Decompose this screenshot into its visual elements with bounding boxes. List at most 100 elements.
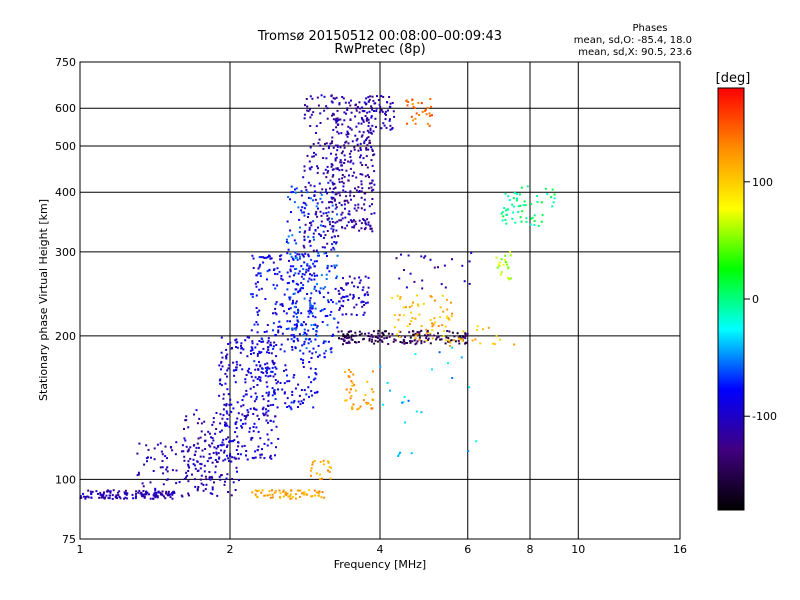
data-point — [246, 458, 249, 461]
data-point — [235, 421, 238, 424]
data-point — [372, 130, 375, 133]
data-point — [258, 340, 261, 342]
data-point — [313, 151, 315, 154]
data-point — [242, 348, 245, 351]
data-point — [317, 167, 319, 170]
data-point — [332, 196, 335, 199]
data-point — [353, 224, 356, 227]
data-point — [363, 110, 366, 112]
data-point — [274, 303, 277, 306]
data-point — [364, 226, 367, 229]
data-point — [220, 368, 222, 371]
data-point — [247, 371, 250, 374]
data-point — [330, 265, 333, 268]
data-point — [256, 414, 259, 417]
data-point — [443, 329, 445, 332]
data-point — [320, 496, 323, 499]
chart-subtitle: RwPretec (8p) — [334, 42, 425, 57]
data-point — [314, 338, 317, 341]
data-point — [303, 113, 306, 116]
data-point — [298, 394, 301, 397]
data-point — [334, 287, 337, 290]
data-point — [302, 334, 305, 336]
data-point — [235, 457, 238, 460]
data-point — [406, 104, 409, 107]
data-point — [413, 280, 416, 283]
data-point — [349, 388, 352, 391]
data-point — [350, 338, 353, 341]
data-point — [393, 115, 396, 118]
data-point — [378, 111, 381, 114]
data-point — [513, 192, 516, 194]
data-point — [165, 492, 167, 495]
data-point — [350, 220, 353, 223]
data-point — [366, 218, 369, 221]
data-point — [218, 456, 221, 459]
data-point — [415, 342, 418, 345]
data-point — [342, 189, 345, 192]
data-point — [347, 331, 350, 333]
data-point — [377, 99, 380, 101]
data-point — [203, 470, 206, 473]
data-point — [187, 460, 190, 463]
data-point — [265, 256, 268, 259]
data-point — [164, 497, 167, 500]
data-point — [320, 94, 323, 97]
data-point — [135, 492, 137, 495]
data-point — [266, 494, 269, 497]
data-point — [330, 248, 333, 251]
data-point — [291, 257, 294, 260]
data-point — [306, 154, 309, 157]
data-point — [326, 214, 329, 217]
data-point — [272, 347, 275, 350]
data-point — [269, 496, 272, 499]
data-point — [344, 227, 347, 230]
data-point — [305, 393, 308, 396]
data-point — [342, 300, 345, 303]
data-point — [219, 430, 222, 433]
data-point — [274, 307, 277, 310]
data-point — [311, 394, 314, 397]
data-point — [283, 369, 285, 372]
data-point — [315, 205, 318, 208]
data-point — [372, 188, 375, 191]
data-point — [338, 300, 341, 303]
data-point — [414, 122, 417, 125]
data-point — [290, 489, 293, 492]
data-point — [289, 268, 292, 271]
data-point — [255, 398, 258, 401]
data-point — [363, 208, 366, 211]
data-point — [416, 331, 419, 334]
data-point — [212, 417, 215, 420]
data-point — [352, 226, 355, 229]
data-point — [385, 126, 388, 129]
data-point — [300, 190, 303, 193]
data-point — [290, 408, 293, 411]
data-point — [237, 412, 240, 415]
data-point — [362, 399, 365, 402]
data-point — [304, 186, 307, 189]
data-point — [316, 171, 319, 174]
data-point — [517, 205, 520, 208]
data-point — [209, 478, 212, 481]
data-point — [509, 254, 512, 257]
data-point — [365, 147, 368, 149]
data-point — [312, 315, 315, 318]
data-point — [335, 117, 338, 120]
data-point — [213, 446, 216, 449]
data-point — [286, 320, 289, 323]
data-point — [449, 345, 451, 347]
data-point — [358, 229, 361, 232]
data-point — [322, 172, 325, 175]
data-point — [293, 327, 296, 330]
data-point — [214, 459, 217, 461]
data-point — [307, 342, 310, 345]
data-point — [259, 453, 262, 456]
data-point — [187, 449, 190, 452]
data-point — [232, 481, 235, 484]
data-point — [512, 205, 515, 208]
data-point — [403, 342, 406, 345]
data-point — [335, 203, 337, 206]
data-point — [431, 322, 434, 325]
data-point — [355, 103, 357, 106]
